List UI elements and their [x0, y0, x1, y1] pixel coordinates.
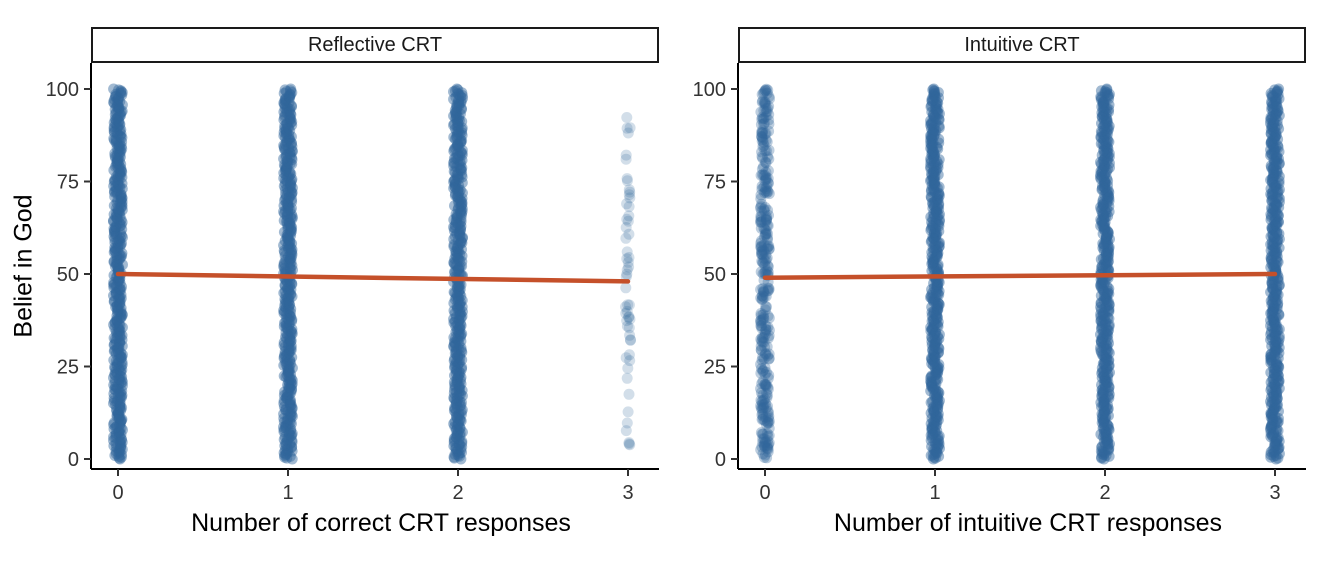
- scatter-points: [620, 112, 636, 451]
- scatter-points: [1265, 83, 1285, 465]
- x-tick-label: 3: [622, 482, 633, 504]
- y-tick-label: 100: [693, 79, 726, 101]
- y-tick-label: 50: [57, 264, 79, 286]
- scatter-points: [278, 83, 298, 465]
- y-tick-label: 25: [704, 357, 726, 379]
- y-tick-label: 25: [57, 357, 79, 379]
- x-tick-label: 0: [112, 482, 123, 504]
- y-tick-label: 100: [46, 79, 79, 101]
- scatter-points: [925, 83, 945, 465]
- facet-intuitive-crt: Intuitive CRT 0 25 50 75 100 0 1 2 3 Number of i…: [693, 27, 1318, 576]
- facet-strip-label: Intuitive CRT: [964, 33, 1080, 56]
- facet-strip-reflective: Reflective CRT: [91, 27, 659, 63]
- scatter-points: [755, 83, 775, 464]
- x-axis-title-reflective: Number of correct CRT responses: [191, 509, 571, 537]
- trend-line: [762, 271, 1278, 280]
- intuitive-crt-panel: 0 25 50 75 100 0 1 2 3: [693, 63, 1306, 504]
- x-tick-label: 1: [282, 482, 293, 504]
- y-tick-label: 0: [68, 449, 79, 471]
- facet-strip-intuitive: Intuitive CRT: [738, 27, 1306, 63]
- y-tick-label: 75: [57, 172, 79, 194]
- facet-strip-label: Reflective CRT: [307, 33, 443, 56]
- facet-reflective-crt: Reflective CRT 0 25 50 75 100 0 1 2 3 Number of …: [46, 27, 671, 576]
- scatter-points: [1095, 83, 1115, 465]
- y-axis-title: Belief in God: [9, 194, 38, 338]
- x-axis-title-intuitive: Number of intuitive CRT responses: [833, 509, 1223, 537]
- x-tick-label: 1: [929, 482, 940, 504]
- scatter-points: [108, 83, 128, 465]
- trend-line: [115, 271, 631, 284]
- y-tick-label: 50: [704, 264, 726, 286]
- x-tick-label: 0: [759, 482, 770, 504]
- reflective-crt-panel: 0 25 50 75 100 0 1 2 3: [46, 63, 659, 504]
- y-tick-label: 0: [715, 449, 726, 471]
- x-tick-label: 2: [452, 482, 463, 504]
- x-tick-label: 2: [1099, 482, 1110, 504]
- scatter-points: [448, 83, 468, 465]
- x-tick-label: 3: [1269, 482, 1280, 504]
- y-tick-label: 75: [704, 172, 726, 194]
